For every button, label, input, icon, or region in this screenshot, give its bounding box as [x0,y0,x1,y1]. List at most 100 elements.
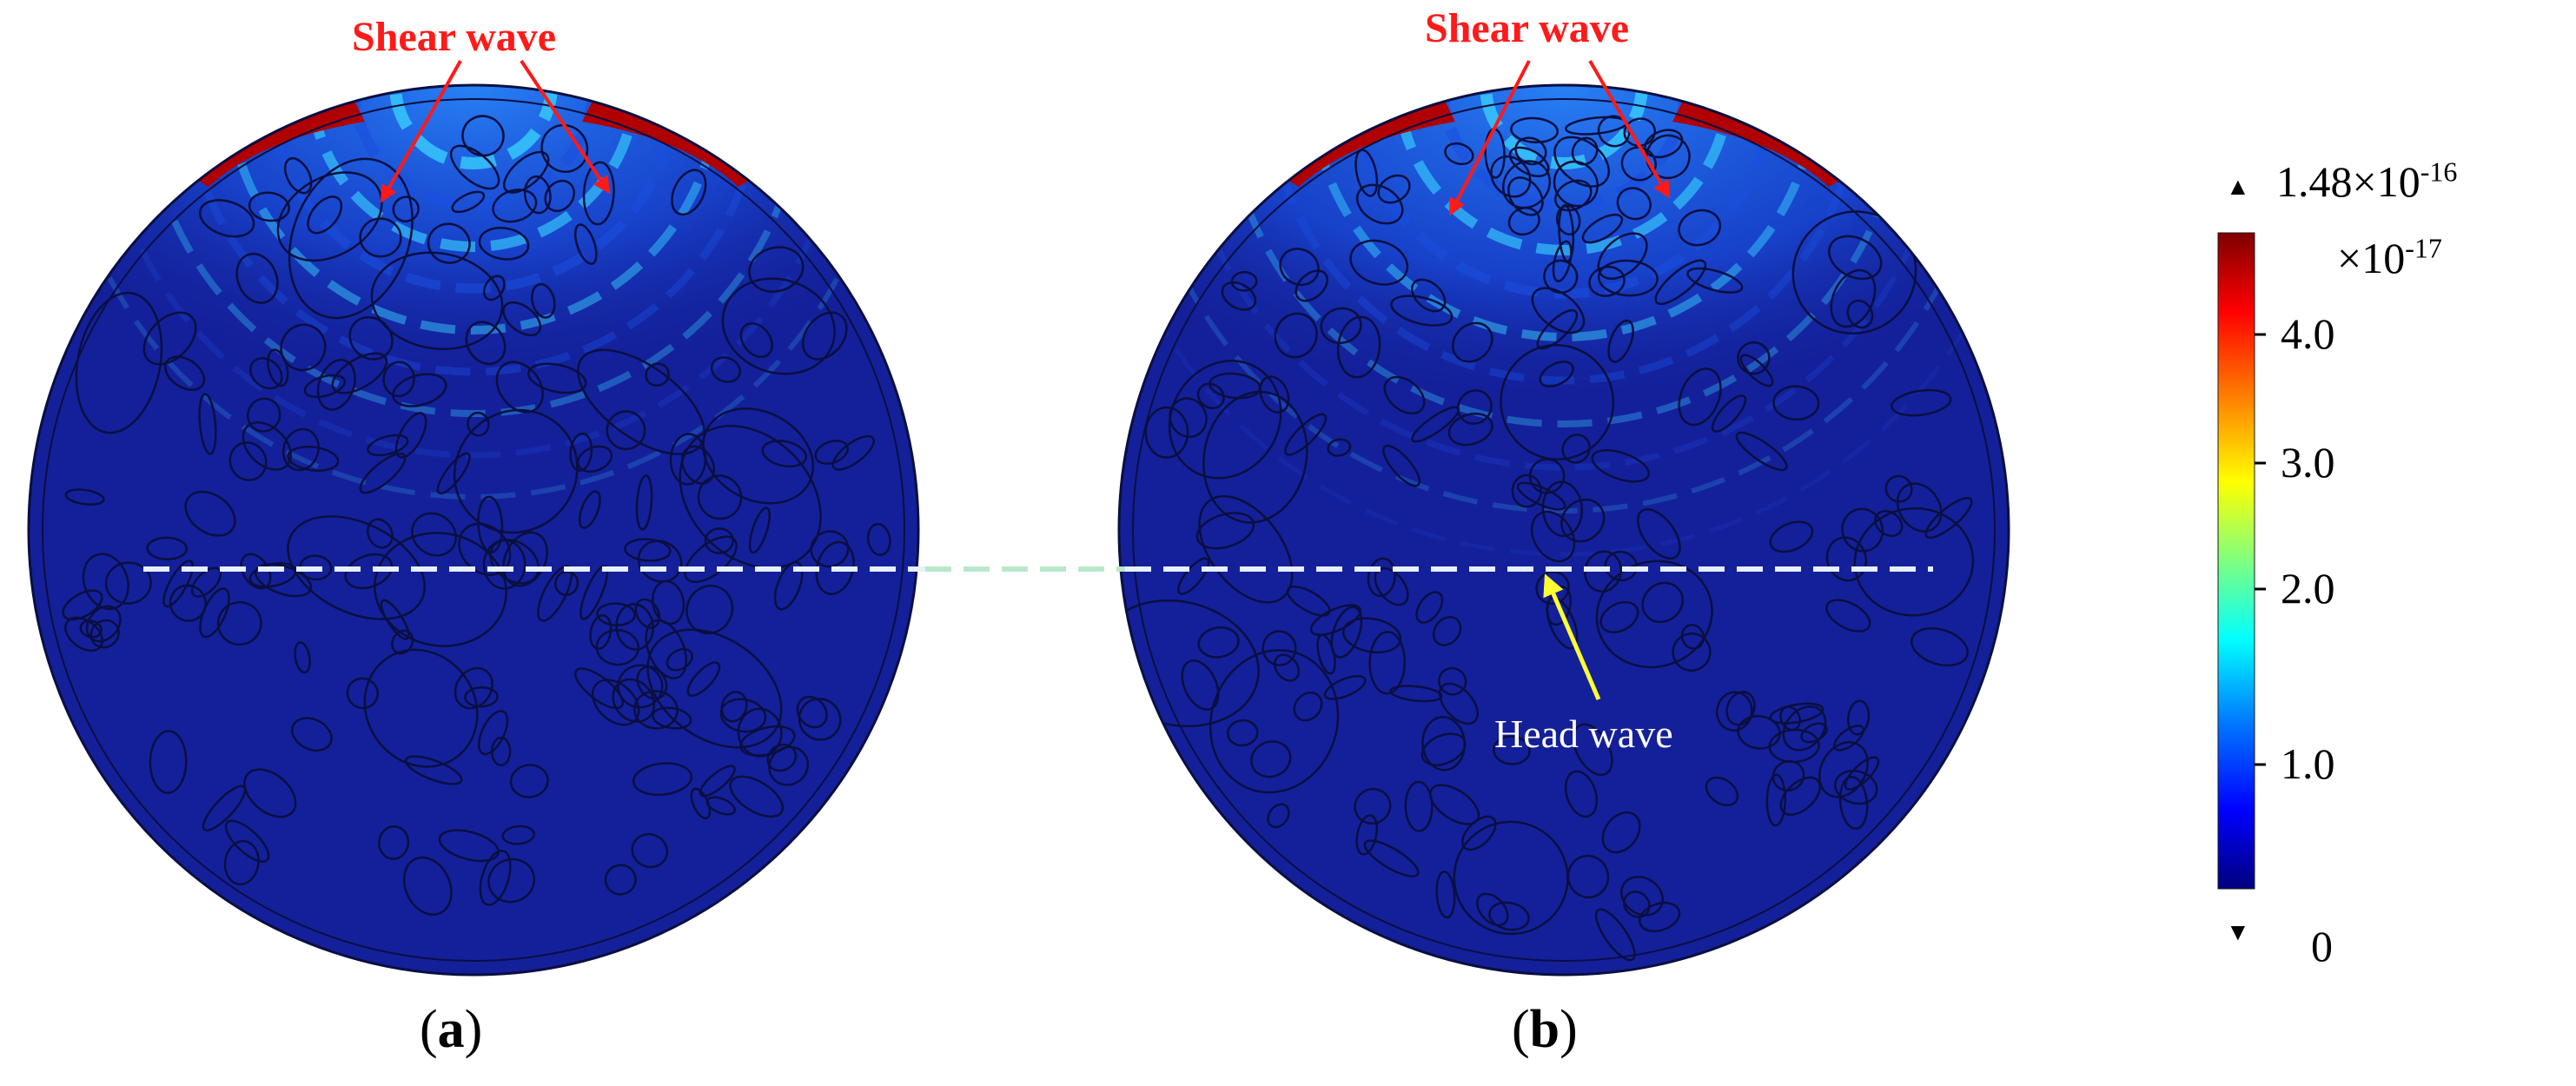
aggregate-inclusion [1546,597,1579,650]
aggregate-inclusion [1181,659,1220,711]
aggregate-inclusion [645,362,670,387]
aggregate-inclusion [1250,740,1292,778]
aggregate-inclusion [438,829,500,863]
aggregate-inclusion [1564,770,1599,818]
aggregate-inclusion [1571,136,1599,166]
wave-front-ring [100,85,847,459]
aggregate-inclusion [579,565,609,620]
aggregate-inclusion [748,507,771,554]
aggregate-inclusion [798,698,842,741]
aggregate-inclusion [1259,375,1290,414]
aggregate-inclusion [307,195,343,235]
aggregate-inclusion [1209,649,1340,794]
aggregate-inclusion [1447,412,1493,447]
shear-wave-arrow-b-right [1588,59,1671,199]
aggregate-inclusion [451,190,486,214]
aggregate-inclusion [1597,232,1648,280]
aggregate-inclusion [720,691,748,723]
aggregate-inclusion [1599,600,1639,633]
aggregate-inclusion [184,490,236,537]
aggregate-inclusion [283,156,313,195]
aggregate-inclusion [631,832,669,869]
aggregate-inclusion [464,686,499,708]
aggregate-inclusion [1646,134,1691,180]
aggregate-inclusion [276,171,383,262]
aggregate-inclusion [79,619,103,639]
aggregate-inclusion [1336,315,1381,379]
aggregate-inclusion [1572,723,1613,777]
aggregate-inclusion [1169,397,1208,439]
aggregate-inclusion [604,864,637,896]
aggregate-inclusion [1601,811,1641,854]
aggregate-inclusion [1769,520,1814,553]
aggregate-inclusion [392,373,447,407]
aggregate-inclusion [1737,341,1771,375]
aggregate-inclusion [666,647,693,672]
aggregate-inclusion [502,301,542,337]
aggregate-inclusion [702,407,815,505]
colorbar-tick-label-2: 2.0 [2281,564,2335,613]
wave-front-ring [1394,85,1734,255]
aggregate-inclusion [1715,691,1753,732]
aggregate-inclusion [1354,787,1392,825]
aggregate-inclusion [1363,839,1420,877]
aggregate-inclusion [1493,735,1531,765]
aggregate-inclusion [202,785,247,831]
aggregate-inclusion [427,222,471,264]
aggregate-inclusion [454,666,493,710]
aggregate-inclusion [574,667,624,710]
aggregate-inclusion [1309,604,1362,636]
aggregate-inclusion [467,411,490,437]
aggregate-inclusion [1536,308,1579,350]
aggregate-inclusion [1488,901,1530,931]
aggregate-inclusion [1561,434,1591,464]
colorbar-min-marker: ▼ [2226,919,2250,946]
aggregate-inclusion [686,661,721,698]
aggregate-inclusion [1274,653,1301,682]
aggregate-inclusion [1591,448,1650,483]
colorbar-tick-label-1: 1.0 [2281,739,2335,788]
aggregate-inclusion [1672,632,1712,672]
aggregate-inclusion [1553,160,1599,208]
aggregate-inclusion [1896,482,1943,533]
aggregate-inclusion [1355,814,1379,856]
colorbar-max-label: 1.48×10-16 [2276,156,2458,206]
aggregate-inclusion [75,291,163,434]
aggregate-inclusion [1846,299,1874,329]
aggregate-inclusion [577,348,705,455]
aggregate-inclusion [1735,431,1788,472]
aggregate-inclusion [1772,385,1820,421]
aggregate-inclusion [1514,136,1547,166]
aggregate-inclusion [592,679,640,726]
aggregate-inclusion [1389,685,1443,703]
aggregate-inclusion [1377,174,1411,204]
aggregate-inclusion [1769,702,1824,725]
aggregate-inclusion [380,599,410,640]
aggregate-inclusion [370,251,504,351]
aggregate-inclusion [509,764,549,798]
aggregate-inclusion [1411,278,1447,313]
aggregate-inclusion [216,600,262,646]
aggregate-inclusion [366,518,394,549]
aggregate-inclusion [1641,581,1684,624]
wave-front-ring [307,85,640,252]
aggregate-inclusion [635,474,653,531]
aggregate-inclusion [235,252,279,304]
aggregate-inclusion [478,227,530,261]
aggregate-inclusion [652,706,692,730]
aggregate-inclusion [815,540,855,595]
aggregate-inclusion [1581,213,1624,244]
aggregate-inclusion [228,441,268,481]
aggregate-inclusion [501,824,536,845]
aggregate-inclusion [1686,267,1744,294]
aggregate-inclusion [1267,803,1290,829]
shear-wave-label-b: Shear wave [1425,5,1630,51]
aggregate-inclusion [478,710,509,756]
aggregate-inclusion [1456,389,1493,425]
aggregate-inclusion [85,605,122,643]
aggregate-inclusion [1390,295,1454,327]
wave-front-ring [1136,85,1992,513]
colorbar-tick-label-3: 3.0 [2281,438,2335,487]
aggregate-inclusion [1597,259,1659,297]
